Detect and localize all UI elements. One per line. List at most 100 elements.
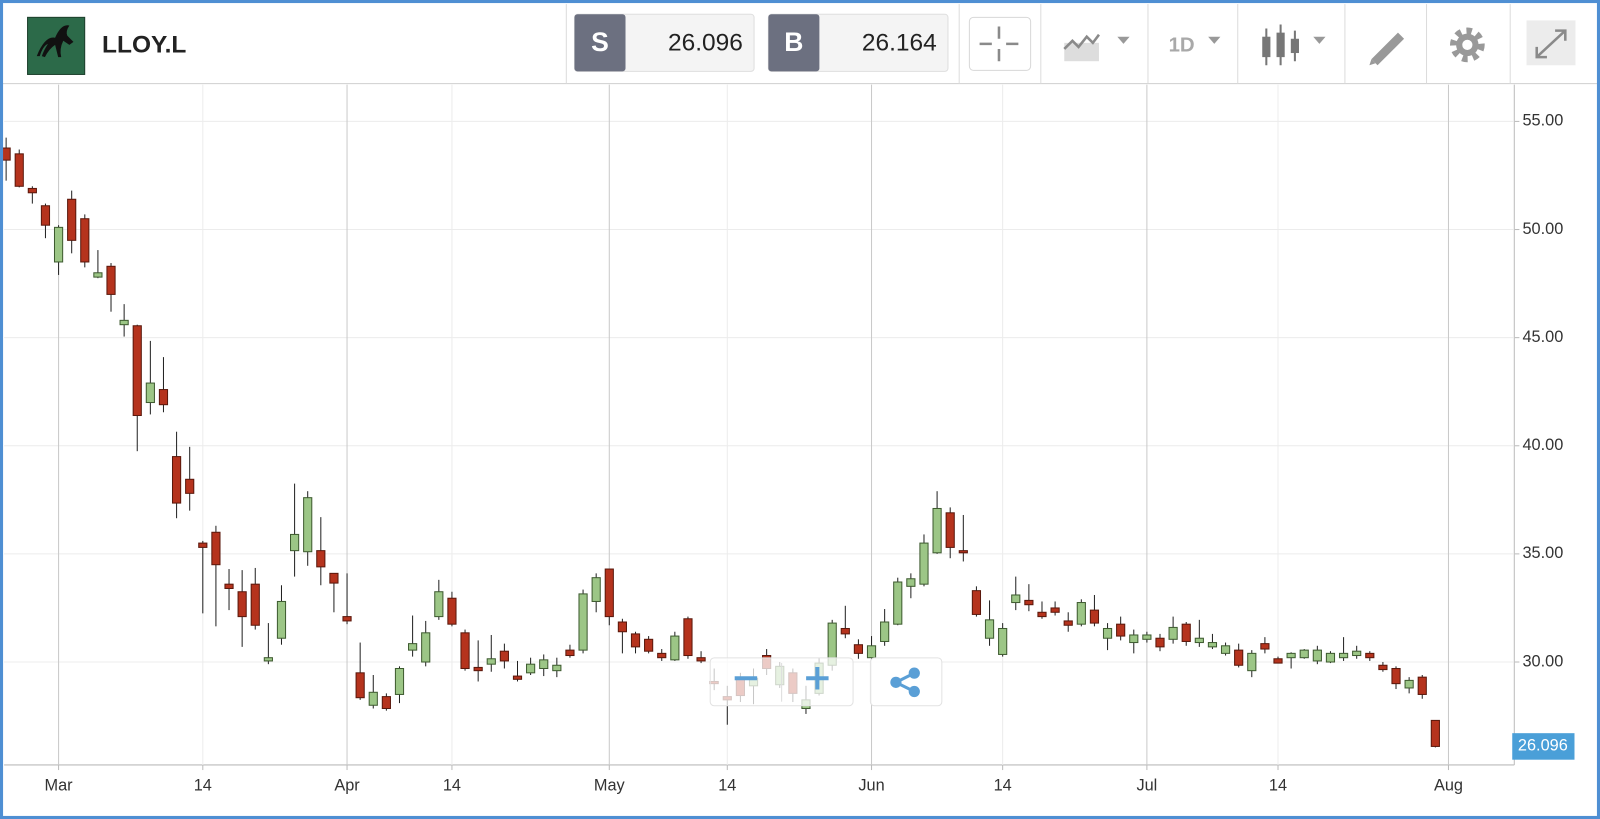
x-tick-label: 14 — [718, 777, 736, 795]
candle-body — [1155, 637, 1165, 648]
buy-tag — [768, 14, 820, 72]
candle-body — [1338, 652, 1349, 659]
sell-tag — [574, 14, 626, 72]
candle-body — [237, 591, 247, 618]
candle-body — [683, 618, 693, 657]
candle-body — [604, 568, 614, 618]
candle-body — [1063, 620, 1073, 626]
candle-body — [1404, 679, 1414, 689]
candle-body — [565, 649, 575, 657]
gear-teeth — [1450, 27, 1485, 63]
y-tick-label: 40.00 — [1522, 436, 1563, 454]
candle-body — [670, 635, 680, 661]
y-tick-label: 45.00 — [1522, 328, 1563, 346]
candle-body — [408, 643, 418, 651]
candle-body — [329, 572, 339, 584]
sell-button[interactable]: S 26.096 — [573, 13, 755, 72]
x-tick-label: Apr — [334, 777, 360, 795]
sell-price: 26.096 — [668, 29, 743, 56]
candle-body — [1325, 652, 1336, 663]
candle-body — [263, 657, 273, 662]
candle-body — [290, 533, 300, 552]
share-dot — [890, 676, 902, 688]
candle-body — [1286, 652, 1296, 659]
last-price-tag — [1512, 733, 1575, 760]
candle-body — [1417, 676, 1427, 695]
x-tick-label: Jun — [858, 777, 884, 795]
settings-button[interactable] — [1450, 27, 1485, 63]
candle-body — [276, 600, 287, 639]
candle-body — [971, 590, 982, 615]
candle-body — [198, 542, 208, 548]
candle-body — [1299, 649, 1309, 659]
dropdown-arrow — [1313, 36, 1326, 44]
candle-body — [644, 638, 654, 652]
x-tick-label: 14 — [1269, 777, 1287, 795]
candle-body — [617, 621, 627, 633]
sell-label: S — [591, 27, 609, 57]
x-tick-label: 14 — [194, 777, 212, 795]
candle-body — [447, 597, 457, 625]
candle-body — [211, 531, 221, 566]
y-tick-label: 50.00 — [1522, 220, 1563, 238]
candle-body — [355, 672, 365, 699]
expand-icon — [1535, 29, 1567, 59]
pencil-icon — [1371, 32, 1405, 66]
candle-body — [499, 650, 509, 662]
buy-button[interactable]: B 26.164 — [767, 13, 949, 72]
x-tick-label: Aug — [1434, 777, 1463, 795]
candle-body — [185, 478, 195, 494]
dropdown-arrow — [1117, 36, 1130, 44]
candle-body — [998, 627, 1008, 655]
candle-body — [1050, 607, 1060, 613]
share-button[interactable] — [869, 657, 943, 707]
crosshair-button[interactable] — [968, 16, 1032, 71]
candle-body — [539, 659, 549, 670]
draw-button[interactable] — [1369, 32, 1405, 66]
candle-body — [591, 577, 601, 602]
x-tick-label: Mar — [45, 777, 74, 795]
candle-body — [932, 507, 942, 554]
x-tick-label: May — [594, 777, 626, 795]
candle-body — [1, 147, 11, 161]
candle-body — [342, 616, 352, 622]
candle-body — [368, 691, 378, 706]
y-tick-label: 55.00 — [1522, 112, 1563, 130]
candle-icon — [1290, 38, 1299, 54]
chart-type-button[interactable] — [1262, 24, 1326, 66]
candle-body — [1430, 719, 1440, 747]
candle-body — [1089, 609, 1100, 624]
candle-body — [696, 657, 706, 662]
candle-body — [132, 325, 142, 417]
candle-body — [906, 578, 916, 587]
candle-body — [106, 265, 116, 295]
candle-body — [316, 550, 326, 568]
candle-body — [14, 153, 24, 187]
interval-button[interactable]: 1D — [1169, 34, 1221, 56]
share-box — [869, 657, 943, 707]
candle-body — [526, 663, 536, 674]
candle-body — [1076, 602, 1086, 625]
crosshair-icon — [979, 26, 1019, 62]
buy-label: B — [784, 27, 803, 57]
dropdown-arrow — [1208, 36, 1221, 44]
candle-body — [552, 664, 562, 672]
candle-body — [1194, 637, 1204, 644]
indicator-button[interactable] — [1063, 33, 1130, 62]
zoom-in-icon[interactable] — [806, 667, 829, 690]
candle-body — [1024, 599, 1034, 606]
fullscreen-button[interactable] — [1526, 20, 1576, 66]
indicator-icon — [1063, 33, 1100, 50]
y-tick-label: 30.00 — [1522, 652, 1563, 670]
candle-body — [880, 621, 890, 642]
candle-body — [1378, 664, 1388, 671]
candle-body — [158, 389, 169, 406]
symbol: LLOY.L — [102, 31, 186, 58]
candle-body — [486, 658, 496, 665]
zoom-control[interactable] — [709, 657, 854, 707]
candle-body — [657, 652, 667, 659]
logo-horse — [36, 25, 74, 58]
candle-body — [1037, 611, 1047, 618]
